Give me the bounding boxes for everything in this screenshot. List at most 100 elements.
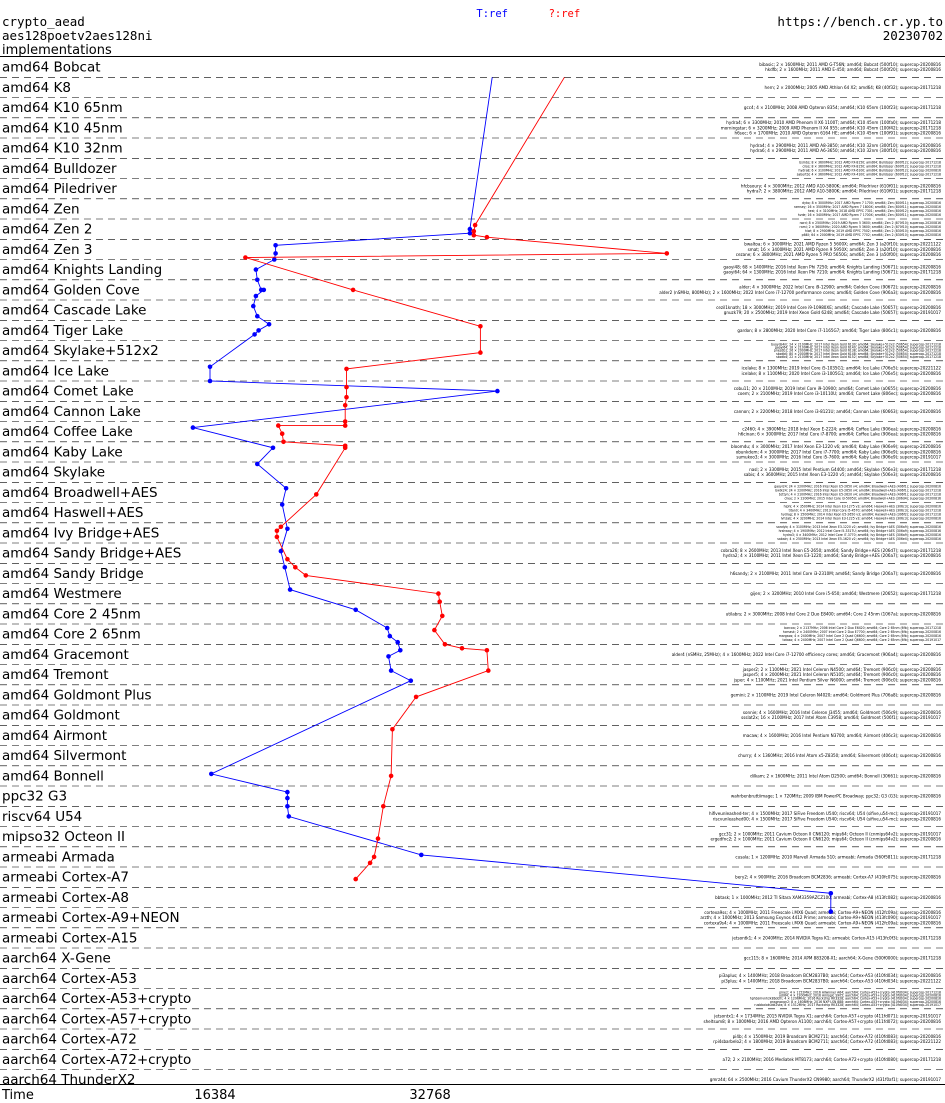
data-point <box>442 642 448 647</box>
data-point <box>828 909 834 914</box>
machine-label: pi4b; 4 × 1500MHz; 2019 Broadcom BCM2711… <box>733 1034 942 1039</box>
legend-label: T:ref <box>476 8 508 20</box>
row-labels: amd64 Bobcat bibasic; 2 × 1600MHz; 2011 A… <box>0 60 945 1088</box>
machine-label: sumukoo3; 4 × 3000MHz; 2016 Intel Core i… <box>736 455 941 460</box>
machine-label: gaoyi64; 18 × 2100MHz; 2017 Intel Xeon G… <box>775 346 941 350</box>
platform-row: aarch64 Cortex-A72+crypto a72; 2 × 2100MH… <box>0 1052 945 1070</box>
data-point <box>207 364 213 370</box>
platform-label: amd64 Zen <box>2 201 80 217</box>
machine-label: alder4 (nSMHz, 25MHz); 4 × 1600MHz; 2022… <box>672 652 942 657</box>
machine-label: hkdfb; 2 × 1600MHz; 2011 AMD E-450; amd6… <box>765 67 941 72</box>
machine-label: hydra3; 4 × 3400MHz; 2012 Intel Core i7-… <box>783 533 941 537</box>
machine-label: gijen; 2 × 3200MHz; 2010 Intel Core i5-6… <box>750 591 941 596</box>
platform-row: aarch64 X-Gene gcc115; 8 × 1600MHz; 2014 … <box>0 951 945 969</box>
platform-label: armeabi Cortex-A9+NEON <box>2 910 180 926</box>
machine-label: cezil1knath; 18 × 3000MHz; 2019 Intel Co… <box>716 305 941 310</box>
machine-label: bsmbs; 8 × 3600MHz; 2012 AMD FX-8150; am… <box>799 160 941 164</box>
machine-label: rpi4sbarbelo2; 4 × 1800MHz; 2019 Broadco… <box>713 1039 941 1044</box>
platform-row: amd64 Knights Landing gaoyi48; 68 × 1400M… <box>0 262 945 281</box>
x-axis: Time 16384 32768 <box>0 1084 945 1103</box>
platform-label: amd64 Piledriver <box>2 181 117 197</box>
machine-label: sabain; 4 × 2500MHz; 2013 Intel Xeon E5-… <box>777 537 941 541</box>
data-point <box>484 234 490 240</box>
machine-label: macaw; 4 × 1600MHz; 2016 Intel Pentium N… <box>743 733 942 738</box>
machine-label: totaso; 4 × 2400MHz; 2007 Intel Core 2 Q… <box>783 638 942 642</box>
data-point <box>272 257 277 262</box>
data-point <box>471 228 477 234</box>
machine-label: gaoyi48; 68 × 1400MHz; 2016 Intel Xeon P… <box>723 264 941 269</box>
data-point <box>342 419 348 424</box>
data-point <box>419 852 424 858</box>
machine-label: chee; 2 × 2200MHz; 2015 Intel Core i3-50… <box>785 496 942 500</box>
machine-label: hrshway; 4 × 1900MHz; 2012 Intel Core i5… <box>779 529 941 533</box>
machine-label: jsper; 4 × 1100MHz; 2021 Intel Pentium S… <box>733 677 941 682</box>
platform-row: amd64 Skylake+512x2 buoyds4m; 24 × 2100MH… <box>0 342 945 362</box>
platform-row: amd64 Silvermont churry; 4 × 1360MHz; 201… <box>0 748 945 767</box>
machine-label: pi3plus; 4 × 1400MHz; 2018 Broadcom BCM2… <box>721 978 941 983</box>
data-point <box>314 492 319 497</box>
platform-row: amd64 K10 32nm hydra4; 4 × 2900MHz; 2011 … <box>0 141 945 159</box>
data-point <box>387 633 393 639</box>
machine-label: obunkdem; 4 × 3000MHz; 2017 Intel Core i… <box>736 449 942 454</box>
platform-row: amd64 Golden Cove alder; 4 × 3000MHz; 202… <box>0 282 945 301</box>
x-tick-label: 32768 <box>409 1088 450 1103</box>
data-point <box>286 814 292 819</box>
data-point <box>209 771 214 777</box>
platform-row: armeabi Cortex-A8 bbtask; 1 × 1000MHz; 20… <box>0 890 945 908</box>
platform-row: amd64 Cascade Lake cezil1knath; 18 × 3000… <box>0 303 945 321</box>
platform-row: amd64 Broadwell+AES gaoyi24; 24 × 2200MHz… <box>0 484 945 503</box>
machine-label: bery2; 4 × 900MHz; 2016 Broadcom BCM2836… <box>735 875 941 880</box>
platform-label: amd64 Goldmont Plus <box>2 687 152 703</box>
platform-label: amd64 Airmont <box>2 728 107 744</box>
data-point <box>266 322 272 327</box>
platform-row: amd64 Cannon Lake cannon; 2 × 2200MHz; 20… <box>0 404 945 422</box>
data-point <box>350 287 356 293</box>
machine-label: hiwi; 8 × 2900MHz; 2019 AMD EPYC 7502; a… <box>805 229 941 233</box>
machine-label: bcttyn; 4 × 2100MHz; 2016 Intel Xeon E5-… <box>779 492 941 496</box>
data-point <box>274 528 280 534</box>
x-tick-label: 16384 <box>194 1088 235 1103</box>
machine-label: icelake; 8 × 1100MHz; 2020 Intel Core i3… <box>742 371 942 376</box>
data-point <box>484 648 490 653</box>
chart-header: crypto_aead aes128poetv2aes128ni impleme… <box>2 14 943 58</box>
platform-row: armeabi Cortex-A15 jetsontk1; 4 × 2040MHz… <box>0 930 945 949</box>
machine-label: nasl; 2 × 3300MHz; 2015 Intel Pentium G4… <box>749 467 941 472</box>
machine-label: gcc115; 8 × 1600MHz; 2014 APM 883208-X1;… <box>744 956 942 961</box>
machine-label: p64ll; 64 × 2000MHz; 2019 AMD EPYC 7702;… <box>802 233 941 237</box>
machine-label: arzth; 4 × 1000MHz; 2013 Samsung Exynos … <box>700 915 941 920</box>
platform-label: amd64 Zen 2 <box>2 222 92 238</box>
platform-row: armeabi Cortex-A9+NEON cortexa9ss; 4 × 10… <box>0 910 945 929</box>
platform-label: amd64 Gracemont <box>2 647 129 663</box>
data-point <box>371 854 377 860</box>
machine-label: jasper2; 2 × 1100MHz; 2021 Intel Celeron… <box>742 667 942 672</box>
data-point <box>274 534 280 540</box>
platform-row: amd64 Bulldozer bsmbs; 8 × 3600MHz; 2012 … <box>0 160 945 179</box>
machine-label: jetsontk1; 4 × 2040MHz; 2014 NVIDIA Tegr… <box>731 935 941 940</box>
platform-label: amd64 Skylake <box>2 465 105 481</box>
data-point <box>828 891 834 896</box>
data-point <box>413 694 419 700</box>
platform-label: armeabi Cortex-A7 <box>2 870 129 886</box>
platform-label: armeabi Armada <box>2 849 115 865</box>
platform-row: armeabi Armada cusala; 1 × 1200MHz; 2010 … <box>0 849 945 868</box>
platform-label: aarch64 Cortex-A72 <box>2 1032 137 1048</box>
platform-row: amd64 Goldmont sonnie; 4 × 1600MHz; 2016 … <box>0 708 945 726</box>
section-title: implementations <box>2 43 112 58</box>
platform-row: amd64 Sandy Bridge h6sandy; 2 × 2100MHz; … <box>0 566 945 584</box>
platform-label: armeabi Cortex-A15 <box>2 930 138 946</box>
data-point <box>384 625 390 631</box>
platform-label: amd64 K8 <box>2 80 71 96</box>
source-url[interactable]: https://bench.cr.yp.to <box>777 14 943 29</box>
data-point <box>478 324 483 329</box>
data-point <box>254 461 260 467</box>
platform-row: amd64 Comet Lake cobu11; 20 × 2100MHz; 20… <box>0 384 945 402</box>
machine-label: pnezdb1; 26 × 2000MHz; 2017 Intel Xeon G… <box>774 349 941 353</box>
machine-label: gcc31; 2 × 1000MHz; 2011 Cavium Octeon I… <box>719 831 942 836</box>
machine-label: hydra4; 4 × 2900MHz; 2011 AMD A8-3850; a… <box>750 143 941 148</box>
machine-label: pine2; 4 × 1152MHz; 2016 Allwinner A64; … <box>779 990 941 994</box>
platform-label: amd64 Silvermont <box>2 748 126 764</box>
data-point <box>281 439 286 445</box>
machine-label: h6cinan; 6 × 3000MHz; 2017 Intel Core i7… <box>738 432 941 437</box>
platform-row: amd64 Zen 2 nord; 8 × 2500MHz; 2019 AMD R… <box>0 221 945 240</box>
